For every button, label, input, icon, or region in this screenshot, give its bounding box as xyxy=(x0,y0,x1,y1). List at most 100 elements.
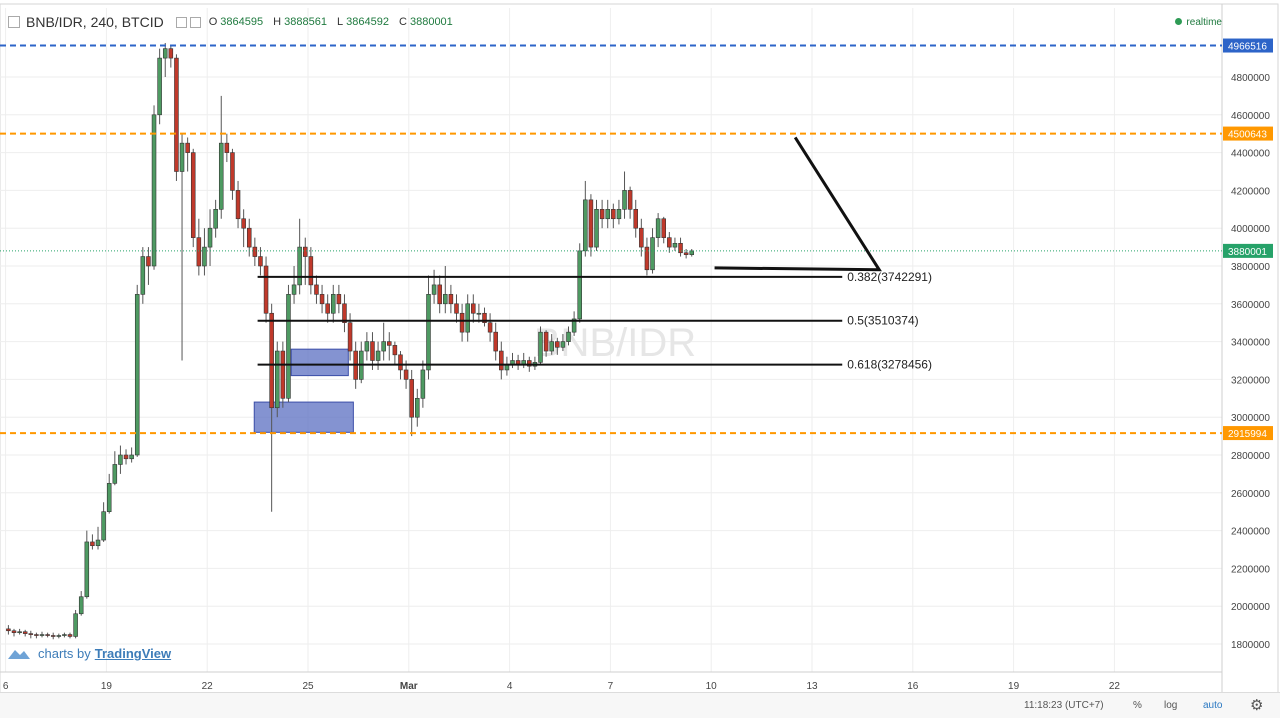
x-tick-label: 19 xyxy=(1008,681,1020,692)
y-tick-label: 3400000 xyxy=(1231,338,1270,349)
candle-body xyxy=(415,397,420,418)
candle-body xyxy=(655,218,661,238)
support-zone xyxy=(253,401,354,433)
branding-prefix: charts by xyxy=(38,645,91,661)
candle-body xyxy=(297,246,302,286)
percent-toggle[interactable]: % xyxy=(1133,700,1142,711)
candle-body xyxy=(566,331,571,342)
candle-body xyxy=(331,294,336,314)
candle-body xyxy=(487,322,493,333)
candle-body xyxy=(39,634,45,636)
clock-readout: 11:18:23 (UTC+7) xyxy=(1024,700,1104,711)
y-tick-label: 4000000 xyxy=(1231,224,1270,235)
x-tick-label: 4 xyxy=(507,681,513,692)
triangle-pattern xyxy=(714,136,882,272)
price-label-text: 3880001 xyxy=(1228,247,1267,258)
candle-body xyxy=(84,541,90,598)
candle-body xyxy=(543,331,549,352)
candle-body xyxy=(392,345,398,356)
fib-level-label: 0.5(3510374) xyxy=(847,314,918,328)
branding-link[interactable]: TradingView xyxy=(94,645,172,661)
candle-body xyxy=(286,294,291,399)
candle-body xyxy=(230,152,235,191)
candle-body xyxy=(67,634,73,637)
candles-layer xyxy=(6,42,694,640)
candle-body xyxy=(616,209,622,220)
axes-layer: 1800000 2000000 2200000 2400000 2600000 28000… xyxy=(0,4,1270,692)
price-label-box xyxy=(1223,243,1273,258)
candle-body xyxy=(246,227,252,248)
close-key: C xyxy=(399,16,407,28)
candle-body xyxy=(459,312,465,333)
x-tick-label: 10 xyxy=(706,681,718,692)
y-tick-label: 2000000 xyxy=(1231,602,1270,613)
tradingview-branding[interactable]: charts by TradingView xyxy=(6,645,171,661)
close-value: 3880001 xyxy=(409,16,453,28)
candle-body xyxy=(157,57,162,116)
candle-body xyxy=(50,635,56,637)
x-tick-label: 25 xyxy=(302,681,314,692)
fib-level-label: 0.618(3278456) xyxy=(847,358,932,372)
candle-body xyxy=(11,630,17,633)
settings-icon[interactable] xyxy=(175,16,187,28)
x-tick-label: 6 xyxy=(3,681,9,692)
candle-body xyxy=(101,511,106,541)
support-zone xyxy=(290,348,349,377)
price-label-text: 2915994 xyxy=(1228,429,1267,440)
candle-body xyxy=(56,635,62,637)
candle-body xyxy=(549,341,554,352)
footer-bar: 11:18:23 (UTC+7) % log auto ⚙ xyxy=(0,692,1280,718)
candle-body xyxy=(342,303,347,323)
candle-body xyxy=(443,294,448,305)
high-key: H xyxy=(273,16,282,28)
candle-body xyxy=(482,312,487,323)
x-tick-label: 16 xyxy=(907,681,919,692)
candle-body xyxy=(263,265,269,314)
y-tick-label: 1800000 xyxy=(1231,640,1270,651)
low-value: 3864592 xyxy=(346,16,389,28)
candle-body xyxy=(594,209,599,248)
gear-icon[interactable]: ⚙ xyxy=(1250,697,1264,714)
candle-body xyxy=(375,350,381,361)
log-toggle[interactable]: log xyxy=(1164,700,1178,711)
hide-icon[interactable] xyxy=(189,16,201,28)
y-tick-label: 4600000 xyxy=(1231,111,1270,122)
candle-body xyxy=(95,539,101,547)
candle-body xyxy=(571,318,577,333)
y-tick-label: 2600000 xyxy=(1231,489,1270,500)
candle-body xyxy=(667,237,672,248)
fib-layer: 0.382(3742291) 0.5(3510374) 0.618(3278456) xyxy=(257,270,932,372)
candle-body xyxy=(302,246,308,257)
y-tick-label: 3200000 xyxy=(1231,375,1270,386)
triangle-layer xyxy=(714,136,882,272)
candle-body xyxy=(280,350,286,399)
x-tick-label: 13 xyxy=(806,681,818,692)
candle-body xyxy=(611,209,616,220)
candle-body xyxy=(22,631,28,634)
auto-toggle[interactable]: auto xyxy=(1203,700,1223,711)
candle-body xyxy=(6,628,11,632)
candle-body xyxy=(129,454,134,460)
candle-body xyxy=(644,246,650,271)
realtime-label: realtime xyxy=(1186,17,1222,28)
candle-body xyxy=(336,294,342,305)
y-tick-label: 3000000 xyxy=(1231,413,1270,424)
candle-body xyxy=(179,142,185,172)
candle-body xyxy=(308,256,314,286)
candle-body xyxy=(560,341,566,348)
candle-body xyxy=(140,256,146,295)
candle-body xyxy=(112,464,118,484)
candle-body xyxy=(134,294,140,456)
candle-body xyxy=(241,218,246,229)
ohlc-values: O 3864595 H 3888561 L 3864592 C 3880001 xyxy=(209,16,460,28)
candle-body xyxy=(190,152,196,238)
candle-body xyxy=(499,350,504,371)
candle-body xyxy=(174,57,179,172)
y-tick-label: 3600000 xyxy=(1231,300,1270,311)
candle-body xyxy=(588,199,594,248)
collapse-icon[interactable] xyxy=(8,16,20,28)
candle-body xyxy=(471,303,476,314)
candle-body xyxy=(258,256,263,267)
